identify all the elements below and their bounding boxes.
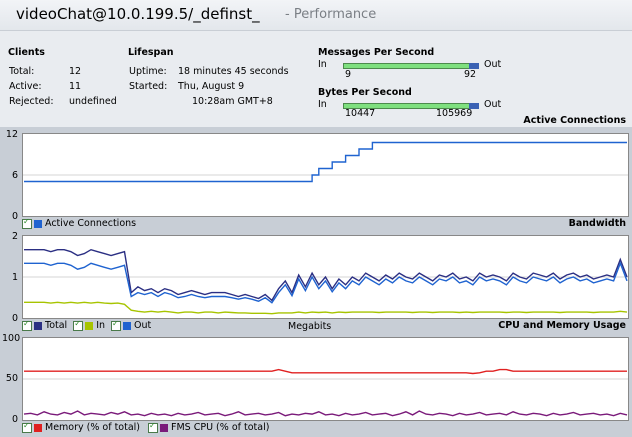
clients-rejected-value: undefined xyxy=(69,96,117,107)
bytes-out-value: 105969 xyxy=(436,108,473,119)
active-connections-checkbox[interactable] xyxy=(22,217,32,229)
page-title: videoChat@10.0.199.5/_definst_ xyxy=(16,5,260,23)
clients-active-value: 11 xyxy=(69,81,82,92)
bandwidth-title: Bandwidth xyxy=(568,218,626,229)
active-connections-legend-label: Active Connections xyxy=(45,218,137,229)
bytes-out-label: Out xyxy=(484,99,502,110)
active-ytick-bottom: 0 xyxy=(11,211,18,222)
total-swatch xyxy=(34,321,42,330)
bytes-heading: Bytes Per Second xyxy=(318,87,412,98)
uptime-label: Uptime: xyxy=(129,66,167,77)
series-line-total xyxy=(24,248,628,302)
active-connections-legend: Active Connections xyxy=(22,217,136,230)
chart-plot-0 xyxy=(23,141,628,183)
uptime-value: 18 minutes 45 seconds xyxy=(178,66,289,77)
fms-cpu-swatch xyxy=(160,423,169,432)
total-legend-label: Total xyxy=(45,320,68,331)
header-bar: videoChat@10.0.199.5/_definst_ - Perform… xyxy=(0,0,632,31)
bandwidth-ytick-bottom: 0 xyxy=(11,313,18,324)
out-swatch xyxy=(123,321,132,330)
cpu-ytick-bottom: 0 xyxy=(11,414,18,425)
cpu-memory-legend: Memory (% of total) FMS CPU (% of total) xyxy=(22,421,269,434)
messages-heading: Messages Per Second xyxy=(318,47,435,58)
bandwidth-ytick-top: 2 xyxy=(11,231,18,242)
clients-rejected-label: Rejected: xyxy=(9,96,54,107)
started-label: Started: xyxy=(129,81,168,92)
clients-total-value: 12 xyxy=(69,66,82,77)
cpu-memory-chart xyxy=(22,337,629,421)
out-checkbox[interactable] xyxy=(111,319,122,331)
active-connections-chart xyxy=(22,133,629,217)
series-line-active-connections xyxy=(24,141,627,183)
cpu-ytick-mid: 50 xyxy=(5,373,18,384)
active-ytick-top: 12 xyxy=(5,129,18,140)
page-subtitle: - Performance xyxy=(285,7,377,22)
stats-panel: Clients Total: 12 Active: 11 Rejected: u… xyxy=(0,31,632,127)
bytes-bar xyxy=(343,103,479,109)
out-legend-label: Out xyxy=(134,320,152,331)
active-ytick-mid: 6 xyxy=(11,170,18,181)
messages-in-label: In xyxy=(318,59,327,70)
in-swatch xyxy=(85,321,94,330)
started-date: Thu, August 9 xyxy=(178,81,245,92)
messages-bar xyxy=(343,63,479,69)
memory-swatch xyxy=(34,423,42,432)
bandwidth-units-label: Megabits xyxy=(288,321,332,332)
clients-active-label: Active: xyxy=(9,81,42,92)
cpu-ytick-top: 100 xyxy=(2,333,21,344)
chart-plot-1 xyxy=(23,248,628,315)
clients-total-label: Total: xyxy=(9,66,35,77)
series-line-out xyxy=(24,261,628,304)
bandwidth-chart xyxy=(22,235,629,319)
clients-heading: Clients xyxy=(8,47,45,58)
bytes-in-value: 10447 xyxy=(345,108,376,119)
cpu-memory-title: CPU and Memory Usage xyxy=(498,320,626,331)
fms-cpu-checkbox[interactable] xyxy=(148,421,159,433)
messages-in-value: 9 xyxy=(345,69,352,80)
total-checkbox[interactable] xyxy=(22,319,32,331)
series-line-in xyxy=(24,301,628,315)
in-legend-label: In xyxy=(96,320,106,331)
fms-cpu-legend-label: FMS CPU (% of total) xyxy=(171,422,270,433)
series-line-memory-of-total- xyxy=(24,368,627,375)
lifespan-heading: Lifespan xyxy=(128,47,174,58)
started-time: 10:28am GMT+8 xyxy=(192,96,273,107)
bytes-in-label: In xyxy=(318,99,327,110)
bandwidth-ytick-mid: 1 xyxy=(11,272,18,283)
memory-legend-label: Memory (% of total) xyxy=(45,422,141,433)
series-line-fms-cpu-of-total- xyxy=(23,410,628,417)
memory-checkbox[interactable] xyxy=(22,421,32,433)
active-connections-swatch xyxy=(34,219,42,228)
chart-plot-2 xyxy=(23,368,628,417)
in-checkbox[interactable] xyxy=(73,319,84,331)
active-connections-title: Active Connections xyxy=(523,115,626,126)
messages-out-label: Out xyxy=(484,59,502,70)
messages-out-value: 92 xyxy=(464,69,477,80)
bandwidth-legend: Total In Out xyxy=(22,319,151,332)
